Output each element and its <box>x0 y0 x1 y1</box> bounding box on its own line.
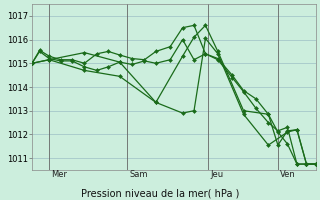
Text: Sam: Sam <box>129 170 148 179</box>
Text: Jeu: Jeu <box>210 170 223 179</box>
Text: Pression niveau de la mer( hPa ): Pression niveau de la mer( hPa ) <box>81 188 239 198</box>
Text: Ven: Ven <box>280 170 296 179</box>
Text: Mer: Mer <box>51 170 67 179</box>
